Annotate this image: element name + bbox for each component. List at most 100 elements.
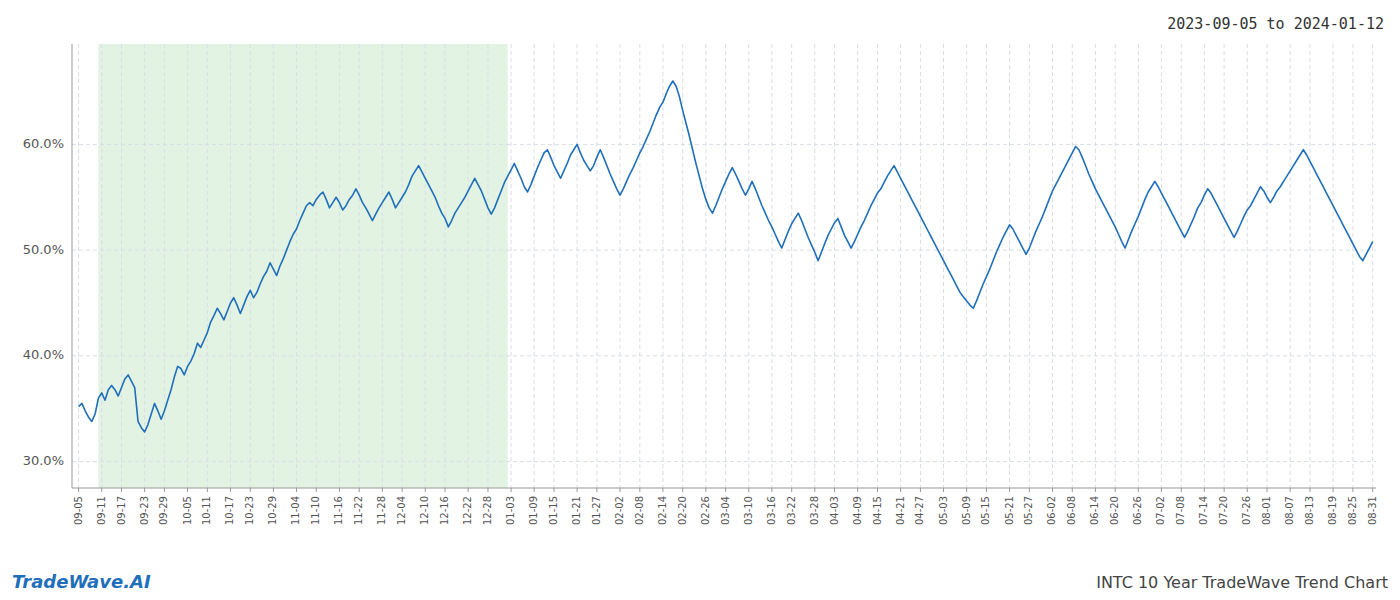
x-tick bbox=[577, 488, 578, 492]
x-grid-line bbox=[1009, 44, 1010, 488]
x-tick bbox=[534, 488, 535, 492]
x-tick bbox=[1095, 488, 1096, 492]
x-grid-line bbox=[725, 44, 726, 488]
x-tick bbox=[771, 488, 772, 492]
y-axis-line bbox=[72, 44, 73, 488]
x-grid-line bbox=[1095, 44, 1096, 488]
x-grid-line bbox=[382, 44, 383, 488]
x-tick-label: 04-03 bbox=[829, 496, 840, 525]
x-tick-label: 12-22 bbox=[462, 496, 473, 525]
y-tick-label: 40.0% bbox=[23, 347, 64, 362]
x-tick-label: 02-08 bbox=[634, 496, 645, 525]
plot-area bbox=[98, 44, 507, 488]
x-grid-line bbox=[1267, 44, 1268, 488]
x-tick-label: 06-14 bbox=[1089, 496, 1100, 525]
x-tick-label: 07-08 bbox=[1175, 496, 1186, 525]
x-tick-label: 09-23 bbox=[139, 496, 150, 525]
x-tick-label: 05-15 bbox=[980, 496, 991, 525]
x-tick-label: 09-17 bbox=[116, 496, 127, 525]
x-tick bbox=[1290, 488, 1291, 492]
line bbox=[79, 81, 1373, 432]
x-tick bbox=[1204, 488, 1205, 492]
y-grid-line bbox=[72, 355, 1376, 356]
x-tick bbox=[78, 488, 79, 492]
chart: 30.0%40.0%50.0%60.0%09-0509-1109-1709-23… bbox=[0, 0, 1400, 600]
x-grid-line bbox=[511, 44, 512, 488]
x-tick-label: 06-02 bbox=[1046, 496, 1057, 525]
x-grid-line bbox=[1290, 44, 1291, 488]
y-grid-line bbox=[72, 250, 1376, 251]
x-grid-line bbox=[1204, 44, 1205, 488]
x-tick bbox=[1115, 488, 1116, 492]
x-tick bbox=[1052, 488, 1053, 492]
x-tick bbox=[273, 488, 274, 492]
x-tick bbox=[857, 488, 858, 492]
x-tick-label: 01-27 bbox=[591, 496, 602, 525]
x-grid-line bbox=[144, 44, 145, 488]
x-grid-line bbox=[620, 44, 621, 488]
x-tick-label: 02-14 bbox=[657, 496, 668, 525]
x-grid-line bbox=[1333, 44, 1334, 488]
x-tick-label: 11-22 bbox=[353, 496, 364, 525]
x-grid-line bbox=[207, 44, 208, 488]
x-grid-line bbox=[339, 44, 340, 488]
x-grid-line bbox=[359, 44, 360, 488]
x-grid-line bbox=[1029, 44, 1030, 488]
x-grid-line bbox=[487, 44, 488, 488]
x-tick bbox=[296, 488, 297, 492]
x-tick-label: 04-27 bbox=[914, 496, 925, 525]
x-tick bbox=[230, 488, 231, 492]
y-tick-label: 60.0% bbox=[23, 136, 64, 151]
x-tick bbox=[1267, 488, 1268, 492]
x-grid-line bbox=[425, 44, 426, 488]
x-tick bbox=[725, 488, 726, 492]
x-tick-label: 05-21 bbox=[1004, 496, 1015, 525]
x-tick bbox=[187, 488, 188, 492]
x-tick-label: 05-09 bbox=[961, 496, 972, 525]
x-tick-label: 10-17 bbox=[224, 496, 235, 525]
y-tick-label: 50.0% bbox=[23, 242, 64, 257]
x-tick-label: 09-05 bbox=[73, 496, 84, 525]
x-grid-line bbox=[1372, 44, 1373, 488]
x-tick-label: 03-22 bbox=[786, 496, 797, 525]
x-grid-line bbox=[101, 44, 102, 488]
x-grid-line bbox=[1181, 44, 1182, 488]
x-grid-line bbox=[296, 44, 297, 488]
x-tick bbox=[877, 488, 878, 492]
x-tick-label: 07-20 bbox=[1218, 496, 1229, 525]
x-tick-label: 12-28 bbox=[482, 496, 493, 525]
x-tick bbox=[511, 488, 512, 492]
x-grid-line bbox=[316, 44, 317, 488]
x-tick bbox=[445, 488, 446, 492]
x-tick bbox=[791, 488, 792, 492]
axes: 30.0%40.0%50.0%60.0%09-0509-1109-1709-23… bbox=[23, 44, 1378, 525]
x-tick bbox=[1029, 488, 1030, 492]
x-grid-line bbox=[814, 44, 815, 488]
x-tick-label: 11-16 bbox=[333, 496, 344, 525]
x-grid-line bbox=[577, 44, 578, 488]
series bbox=[79, 81, 1373, 432]
x-grid-line bbox=[639, 44, 640, 488]
x-tick bbox=[402, 488, 403, 492]
x-tick-label: 10-05 bbox=[182, 496, 193, 525]
x-tick bbox=[553, 488, 554, 492]
x-tick-label: 03-04 bbox=[720, 496, 731, 525]
x-grid-line bbox=[834, 44, 835, 488]
x-tick-label: 06-08 bbox=[1066, 496, 1077, 525]
x-tick-label: 08-01 bbox=[1261, 496, 1272, 525]
x-grid-line bbox=[1247, 44, 1248, 488]
x-grid-line bbox=[121, 44, 122, 488]
x-tick bbox=[1161, 488, 1162, 492]
x-tick bbox=[900, 488, 901, 492]
annotation: INTC 10 Year TradeWave Trend Chart bbox=[1096, 573, 1388, 592]
x-grid-line bbox=[900, 44, 901, 488]
x-tick bbox=[748, 488, 749, 492]
x-tick bbox=[1138, 488, 1139, 492]
x-tick-label: 11-28 bbox=[376, 496, 387, 525]
x-tick-label: 08-25 bbox=[1347, 496, 1358, 525]
x-grid-line bbox=[1072, 44, 1073, 488]
x-grid-line bbox=[230, 44, 231, 488]
title: 2023-09-05 to 2024-01-12 bbox=[1167, 15, 1384, 33]
x-tick-label: 02-02 bbox=[614, 496, 625, 525]
x-grid-line bbox=[273, 44, 274, 488]
